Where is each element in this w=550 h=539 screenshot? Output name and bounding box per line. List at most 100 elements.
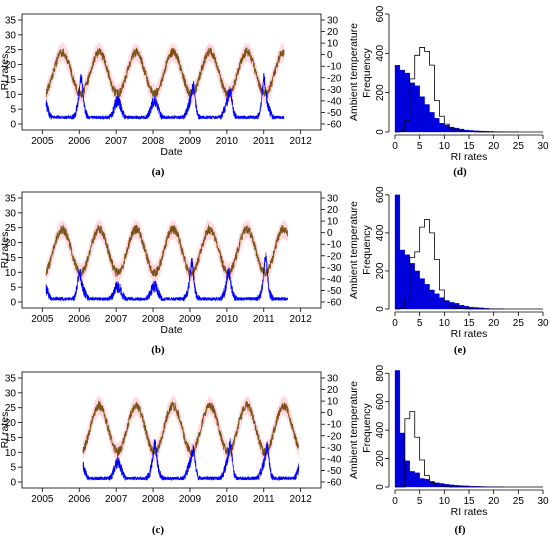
y-tick-label: 800 xyxy=(375,364,386,381)
y2-tick-label: 20 xyxy=(327,27,339,38)
y2-axis-label: Ambient temperature xyxy=(348,201,360,299)
plot-frame xyxy=(21,13,322,131)
panel-label: (a) xyxy=(152,166,165,178)
y-tick-label: 400 xyxy=(375,421,386,438)
y-axis-label: RI rates xyxy=(0,54,11,91)
x-axis-label: Date xyxy=(160,324,182,336)
y-tick-label: 600 xyxy=(375,393,386,410)
y2-tick-label: -40 xyxy=(327,274,342,285)
y-axis-label: Frequency xyxy=(361,47,373,97)
histogram-bar xyxy=(434,118,440,133)
y-tick-label: 600 xyxy=(375,186,386,203)
y-tick-label: 15 xyxy=(5,253,17,264)
histogram-bar xyxy=(394,64,401,133)
y-tick-label: 400 xyxy=(375,224,386,241)
y-tick-label: 0 xyxy=(375,306,386,312)
y2-tick-label: -60 xyxy=(327,120,342,131)
x-tick-label: 2008 xyxy=(142,494,165,505)
y-tick-label: 30 xyxy=(5,388,17,399)
y2-tick-label: -30 xyxy=(327,263,342,274)
x-tick-label: 2012 xyxy=(290,136,313,147)
x-tick-label: 2011 xyxy=(253,314,275,325)
y-tick-label: 200 xyxy=(375,262,386,279)
y2-tick-label: 0 xyxy=(327,50,333,61)
y2-tick-label: -20 xyxy=(327,431,342,442)
histogram-bar xyxy=(434,293,440,310)
y-tick-label: 0 xyxy=(375,484,386,490)
temperature-smoothed-line xyxy=(45,47,285,99)
x-tick-label: 20 xyxy=(488,141,500,152)
histogram-bar xyxy=(394,194,401,310)
x-tick-label: 2011 xyxy=(253,494,275,505)
y2-tick-label: 30 xyxy=(327,16,339,27)
histogram-bar xyxy=(434,482,440,488)
x-tick-label: 30 xyxy=(537,496,549,507)
y-tick-label: 35 xyxy=(5,194,17,205)
x-tick-label: 2011 xyxy=(253,136,275,147)
histogram-bar xyxy=(409,82,415,133)
histogram-bar xyxy=(409,263,415,310)
y-tick-label: 15 xyxy=(5,75,17,86)
x-axis-label: RI rates xyxy=(451,328,488,340)
histogram-bar xyxy=(424,104,430,133)
y-tick-label: 30 xyxy=(5,30,17,41)
y2-tick-label: -50 xyxy=(327,108,342,119)
y-tick-label: 25 xyxy=(5,45,17,56)
x-tick-label: 2006 xyxy=(68,494,91,505)
panel-label: (c) xyxy=(152,524,165,536)
y-tick-label: 200 xyxy=(375,450,386,467)
temperature-range-band xyxy=(82,394,299,464)
x-tick-label: 2005 xyxy=(31,314,54,325)
y-tick-label: 0 xyxy=(10,298,16,309)
x-tick-label: 2010 xyxy=(216,136,239,147)
histogram-bar xyxy=(414,270,420,310)
x-tick-label: 2007 xyxy=(105,136,128,147)
y2-tick-label: -50 xyxy=(327,466,342,477)
x-tick-label: 25 xyxy=(513,318,525,329)
histogram-bar xyxy=(424,479,430,488)
y-axis-label: Frequency xyxy=(361,402,373,452)
x-tick-label: 2005 xyxy=(31,136,54,147)
y-tick-label: 20 xyxy=(5,418,17,429)
x-tick-label: 10 xyxy=(439,496,451,507)
histogram-panel-3: 0 200 400 600 800 0 5 10 15 20 25 30 RI rates Frequen… xyxy=(361,364,549,536)
histogram-bar xyxy=(414,85,420,133)
histogram-bar xyxy=(444,124,450,133)
panel-label: (e) xyxy=(454,344,467,356)
y2-tick-label: -30 xyxy=(327,443,342,454)
y2-tick-label: 0 xyxy=(327,228,333,239)
y2-tick-label: 0 xyxy=(327,408,333,419)
outline-histogram xyxy=(395,219,543,310)
y2-tick-label: -10 xyxy=(327,62,342,73)
y-tick-label: 0 xyxy=(10,478,16,489)
histogram-bar xyxy=(439,297,445,310)
panel-label: (b) xyxy=(151,344,165,356)
outline-histogram xyxy=(395,47,543,133)
x-tick-label: 2010 xyxy=(216,314,239,325)
y-tick-label: 20 xyxy=(5,60,17,71)
histogram-bar xyxy=(419,278,425,310)
y2-axis-label: Ambient temperature xyxy=(348,23,360,121)
temperature-range-band xyxy=(46,217,288,285)
y-tick-label: 25 xyxy=(5,223,17,234)
y-tick-label: 0 xyxy=(10,120,16,131)
histogram-bar xyxy=(394,370,401,488)
x-tick-label: 30 xyxy=(537,318,549,329)
x-tick-label: 2009 xyxy=(179,494,202,505)
x-tick-label: 20 xyxy=(488,496,500,507)
y2-tick-label: 10 xyxy=(327,217,339,228)
x-axis-label: RI rates xyxy=(451,506,488,518)
plot-frame xyxy=(21,371,322,489)
histogram-panel-1: 0 200 400 600 0 5 10 15 20 25 30 RI rates Frequency (… xyxy=(361,5,549,178)
x-axis-label: Date xyxy=(160,146,182,158)
y-tick-label: 15 xyxy=(5,433,17,444)
x-tick-label: 5 xyxy=(417,496,423,507)
x-tick-label: 2008 xyxy=(142,136,165,147)
y-axis-label: Frequency xyxy=(361,224,373,274)
x-tick-label: 15 xyxy=(463,496,475,507)
histogram-bar xyxy=(424,284,430,310)
